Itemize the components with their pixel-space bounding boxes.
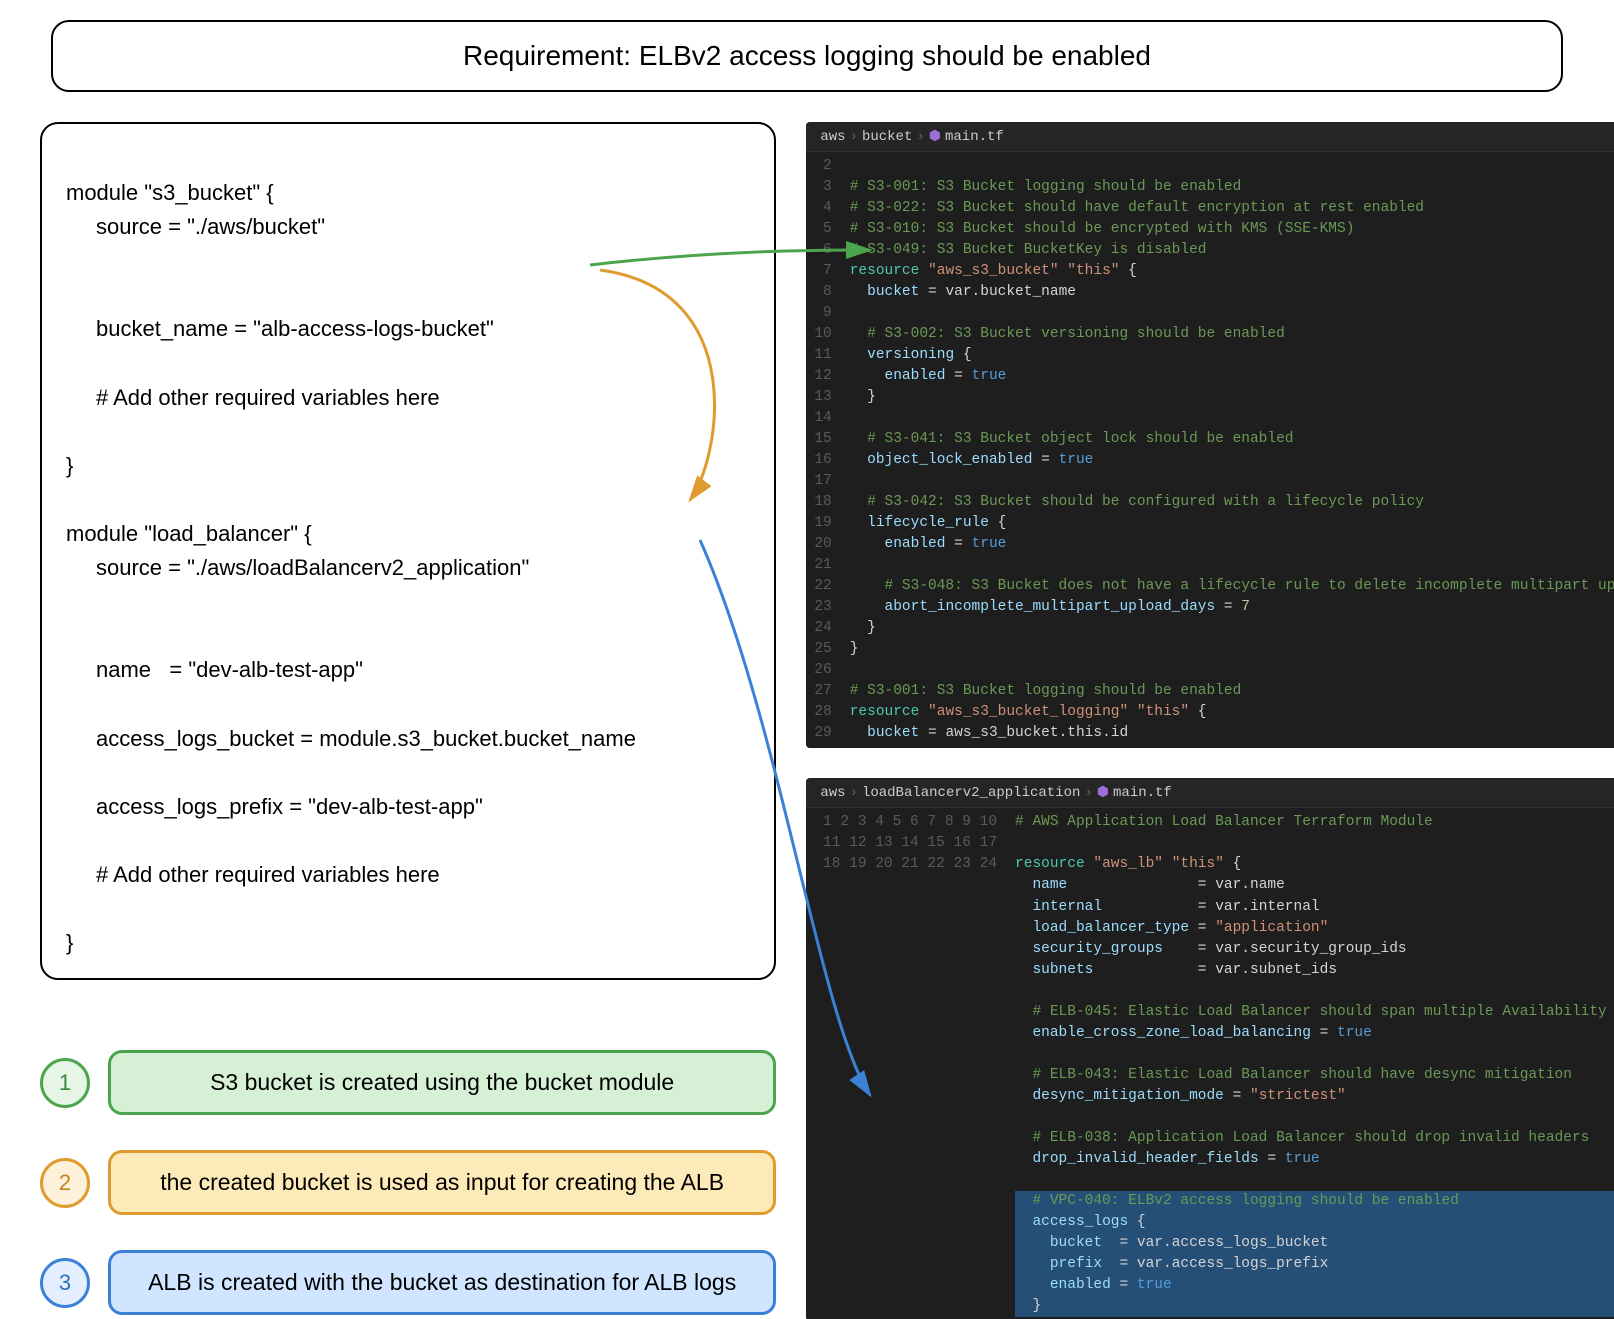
crumb: aws — [820, 129, 845, 145]
editor-bucket: aws›bucket›⬢main.tf 2 3 4 5 6 7 8 9 10 1… — [806, 122, 1614, 748]
crumb: bucket — [862, 129, 912, 145]
step-3: 3 ALB is created with the bucket as dest… — [40, 1250, 776, 1315]
crumb: aws — [820, 785, 845, 801]
code-line: # Add other required variables here — [66, 381, 750, 415]
code-line: # Add other required variables here — [66, 858, 750, 892]
code-line: access_logs_prefix = "dev-alb-test-app" — [66, 790, 750, 824]
step-number: 2 — [40, 1158, 90, 1208]
module-definition-box: module "s3_bucket" { source = "./aws/buc… — [40, 122, 776, 980]
requirement-banner: Requirement: ELBv2 access logging should… — [51, 20, 1562, 92]
crumb: main.tf — [945, 129, 1004, 145]
terraform-icon: ⬢ — [1097, 785, 1109, 801]
code-line: } — [66, 930, 73, 955]
step-2: 2 the created bucket is used as input fo… — [40, 1150, 776, 1215]
code-content: # AWS Application Load Balancer Terrafor… — [1007, 808, 1614, 1319]
code-line: source = "./aws/bucket" — [66, 210, 750, 244]
code-line: module "load_balancer" { — [66, 521, 312, 546]
code-line: source = "./aws/loadBalancerv2_applicati… — [66, 551, 750, 585]
step-text: the created bucket is used as input for … — [108, 1150, 776, 1215]
line-gutter: 1 2 3 4 5 6 7 8 9 10 11 12 13 14 15 16 1… — [806, 808, 1007, 1319]
code-line: } — [66, 453, 73, 478]
code-line: name = "dev-alb-test-app" — [66, 653, 750, 687]
step-text: S3 bucket is created using the bucket mo… — [108, 1050, 776, 1115]
line-gutter: 2 3 4 5 6 7 8 9 10 11 12 13 14 15 16 17 … — [806, 152, 841, 748]
terraform-icon: ⬢ — [929, 129, 941, 145]
editor-breadcrumb: aws›loadBalancerv2_application›⬢main.tf — [806, 778, 1614, 808]
steps-list: 1 S3 bucket is created using the bucket … — [40, 1050, 776, 1315]
code-line: bucket_name = "alb-access-logs-bucket" — [66, 312, 750, 346]
code-line: module "s3_bucket" { — [66, 180, 274, 205]
step-text: ALB is created with the bucket as destin… — [108, 1250, 776, 1315]
crumb: main.tf — [1113, 785, 1172, 801]
code-content: # S3-001: S3 Bucket logging should be en… — [842, 152, 1614, 748]
step-number: 3 — [40, 1258, 90, 1308]
editor-loadbalancer: aws›loadBalancerv2_application›⬢main.tf … — [806, 778, 1614, 1319]
code-line: access_logs_bucket = module.s3_bucket.bu… — [66, 722, 750, 756]
crumb: loadBalancerv2_application — [862, 785, 1080, 801]
step-number: 1 — [40, 1058, 90, 1108]
editor-breadcrumb: aws›bucket›⬢main.tf — [806, 122, 1614, 152]
step-1: 1 S3 bucket is created using the bucket … — [40, 1050, 776, 1115]
